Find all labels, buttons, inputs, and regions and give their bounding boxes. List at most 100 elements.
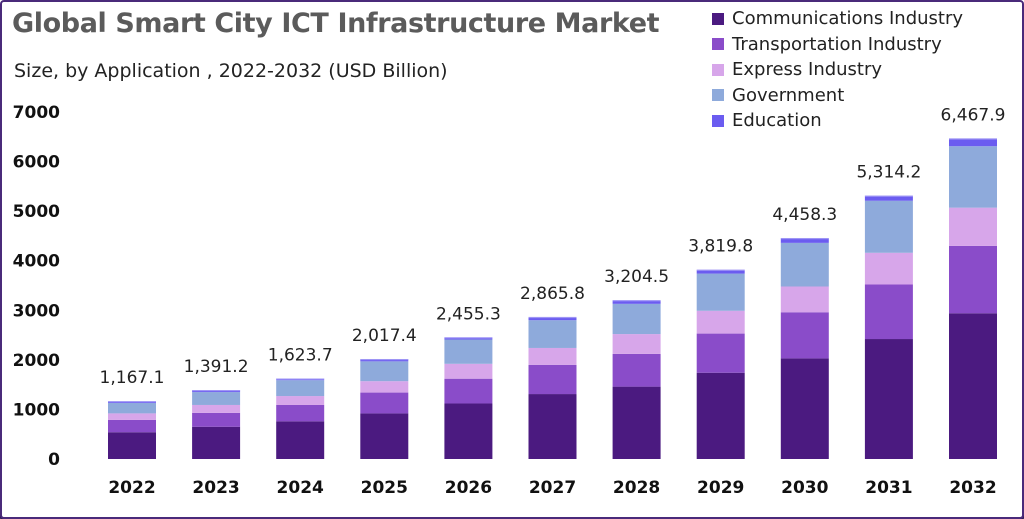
bar-segment-government (444, 339, 493, 364)
x-tick-label: 2030 (781, 478, 828, 498)
bar-segment-education (444, 337, 493, 340)
bar-total-label: 4,458.3 (772, 205, 837, 225)
bar-segment-transportation-industry (276, 404, 325, 422)
bar-segment-education (276, 378, 325, 381)
legend-label-government: Government (732, 84, 845, 106)
bar-segment-communications-industry (276, 421, 325, 459)
bar-segment-communications-industry (696, 372, 745, 459)
bar-segment-transportation-industry (612, 353, 661, 387)
bar-segment-transportation-industry (780, 312, 829, 359)
chart-title: Global Smart City ICT Infrastructure Mar… (12, 8, 660, 39)
bar-segment-transportation-industry (528, 364, 577, 395)
bar-top-highlight (276, 378, 325, 380)
x-tick-label: 2031 (865, 478, 912, 498)
x-tick-label: 2028 (613, 478, 660, 498)
bar-top-highlight (192, 390, 241, 392)
bar-segment-express-industry (612, 334, 661, 354)
bar-total-label: 2,455.3 (436, 304, 501, 324)
bar-segment-education (864, 195, 913, 201)
legend-swatch-education (712, 114, 724, 127)
bar-total-label: 1,391.2 (184, 357, 249, 377)
bar-segment-communications-industry (780, 358, 829, 459)
bar-top-highlight (108, 401, 156, 403)
legend-swatch-government (712, 89, 724, 102)
bar-segment-government (108, 402, 156, 414)
legend-swatch-express (712, 63, 724, 76)
chart-subtitle: Size, by Application , 2022-2032 (USD Bi… (14, 60, 448, 82)
legend-label-express: Express Industry (732, 59, 883, 81)
bar-segment-communications-industry (528, 394, 577, 459)
y-tick-label: 5000 (13, 202, 60, 222)
bar-top-highlight (528, 316, 577, 319)
y-tick-label: 7000 (13, 103, 60, 123)
bar-segment-education (360, 358, 409, 362)
bar-segment-education (780, 237, 829, 243)
bar-segment-express-industry (360, 381, 409, 393)
x-tick-label: 2022 (108, 478, 155, 498)
bar-segment-communications-industry (949, 313, 997, 459)
bar-top-highlight (864, 195, 913, 197)
bar-segment-education (696, 269, 745, 274)
bar-top-highlight (612, 300, 661, 302)
bar-top-highlight (780, 237, 829, 240)
bar-total-label: 2,017.4 (352, 326, 417, 346)
legend-item-transportation: Transportation Industry (712, 32, 963, 58)
y-tick-label: 2000 (13, 351, 60, 371)
legend-swatch-communications (712, 12, 724, 25)
bar-segment-communications-industry (444, 403, 493, 459)
bar-segment-transportation-industry (360, 392, 409, 414)
bar-segment-express-industry (864, 252, 913, 285)
bar-segment-education (108, 401, 156, 403)
bar-total-label: 3,819.8 (688, 237, 753, 257)
bar-segment-express-industry (696, 310, 745, 334)
bar-segment-express-industry (276, 396, 325, 405)
bar-segment-communications-industry (864, 339, 913, 459)
y-tick-label: 1000 (13, 400, 60, 420)
bar-segment-government (949, 146, 997, 208)
legend-label-transportation: Transportation Industry (732, 33, 942, 55)
bar-top-highlight (696, 269, 745, 271)
bar-segment-education (192, 390, 241, 393)
bar-segment-transportation-industry (192, 412, 241, 427)
legend-item-express: Express Industry (712, 57, 963, 83)
bar-segment-transportation-industry (696, 333, 745, 373)
x-tick-label: 2029 (697, 478, 744, 498)
legend: Communications Industry Transportation I… (712, 6, 963, 134)
bar-segment-education (528, 316, 577, 321)
bar-total-label: 6,467.9 (941, 105, 1006, 125)
bar-segment-transportation-industry (949, 245, 997, 314)
legend-swatch-transportation (712, 38, 724, 51)
bar-segment-transportation-industry (108, 419, 156, 433)
bar-total-label: 2,865.8 (520, 284, 585, 304)
bar-segment-education (949, 138, 997, 147)
bar-segment-communications-industry (192, 426, 241, 459)
y-tick-label: 0 (48, 450, 60, 470)
bar-top-highlight (360, 358, 409, 361)
legend-item-government: Government (712, 83, 963, 109)
bar-segment-government (192, 392, 241, 405)
bar-segment-government (612, 303, 661, 335)
bar-segment-express-industry (949, 207, 997, 246)
bar-segment-transportation-industry (864, 284, 913, 340)
bar-segment-education (612, 300, 661, 304)
x-tick-label: 2026 (445, 478, 492, 498)
legend-label-education: Education (732, 110, 822, 132)
bar-top-highlight (949, 138, 997, 140)
bar-total-label: 3,204.5 (604, 267, 669, 287)
bar-total-label: 1,167.1 (100, 368, 165, 388)
legend-item-education: Education (712, 108, 963, 134)
bar-total-label: 1,623.7 (268, 346, 333, 366)
bar-top-highlight (444, 337, 493, 339)
bar-segment-government (276, 380, 325, 397)
bar-segment-transportation-industry (444, 378, 493, 404)
legend-item-communications: Communications Industry (712, 6, 963, 32)
x-tick-label: 2032 (949, 478, 996, 498)
bar-segment-communications-industry (108, 432, 156, 459)
bar-segment-communications-industry (360, 413, 409, 459)
bar-segment-express-industry (192, 404, 241, 413)
y-tick-label: 6000 (13, 153, 60, 173)
legend-label-communications: Communications Industry (732, 8, 964, 30)
x-tick-label: 2024 (277, 478, 324, 498)
bar-segment-government (360, 361, 409, 382)
bar-segment-express-industry (108, 413, 156, 420)
